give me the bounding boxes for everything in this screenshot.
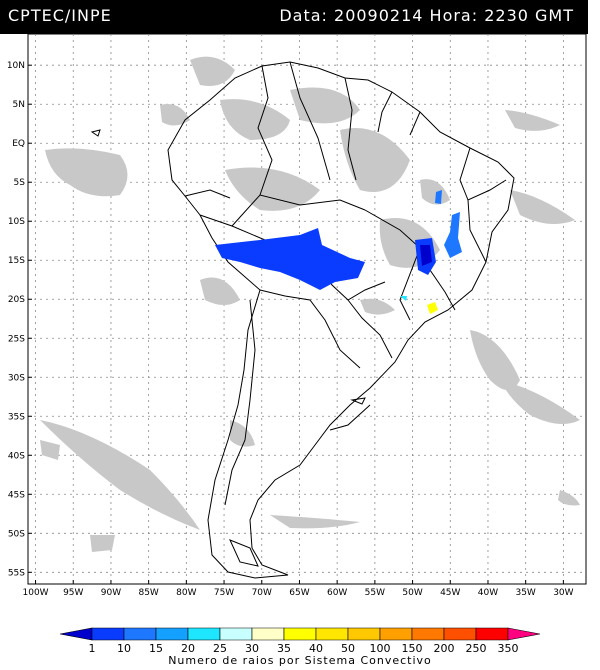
lon-label: 90W [101, 588, 121, 598]
lat-label: 30S [8, 373, 25, 383]
colorbar-label: 350 [498, 642, 519, 655]
lat-label: 35S [8, 412, 25, 422]
map-area [27, 33, 587, 585]
lon-label: 45W [440, 588, 460, 598]
lat-label: 50S [8, 529, 25, 539]
lat-label: 10N [7, 61, 25, 71]
colorbar-swatch [219, 627, 253, 641]
lon-label: 55W [365, 588, 385, 598]
colorbar-label: 40 [309, 642, 323, 655]
lat-label: 40S [8, 451, 25, 461]
lightning-cell [444, 212, 462, 258]
lightning-cell [400, 296, 407, 301]
colorbar: 1 10 15 20 25 30 35 40 50 100 150 200 250 350 Numero d… [59, 627, 541, 667]
colorbar-swatch [315, 627, 349, 641]
lat-label: 10S [8, 217, 25, 227]
lightning-cells-layer [215, 190, 462, 314]
colorbar-label: 1 [89, 642, 96, 655]
lightning-cell [215, 228, 365, 290]
colorbar-swatch [91, 627, 125, 641]
lon-label: 40W [478, 588, 498, 598]
colorbar-swatch [507, 627, 541, 641]
colorbar-label: 20 [181, 642, 195, 655]
lon-label: 30W [553, 588, 573, 598]
map-header: CPTEC/INPE Data: 20090214 Hora: 2230 GMT [0, 0, 588, 34]
lon-label: 50W [402, 588, 422, 598]
lat-label: 20S [8, 295, 25, 305]
lat-label: 5N [13, 100, 25, 110]
colorbar-label: 10 [117, 642, 131, 655]
colorbar-swatch [251, 627, 285, 641]
lat-label: 15S [8, 256, 25, 266]
colorbar-swatch [123, 627, 157, 641]
colorbar-label: 15 [149, 642, 163, 655]
lon-label: 65W [289, 588, 309, 598]
lat-label: 55S [8, 568, 25, 578]
agency-label: CPTEC/INPE [8, 6, 112, 25]
colorbar-swatch [379, 627, 413, 641]
lon-label: 85W [138, 588, 158, 598]
lon-label: 80W [176, 588, 196, 598]
date-time-label: Data: 20090214 Hora: 2230 GMT [279, 6, 574, 25]
colorbar-swatch [347, 627, 381, 641]
lat-label: 45S [8, 490, 25, 500]
colorbar-swatch [59, 627, 93, 641]
colorbar-label: 25 [213, 642, 227, 655]
colorbar-label: 30 [245, 642, 259, 655]
lon-label: 75W [214, 588, 234, 598]
lat-label: 25S [8, 334, 25, 344]
lon-label: 60W [327, 588, 347, 598]
lightning-cell [420, 245, 432, 266]
lightning-cell [427, 302, 438, 314]
colorbar-swatch [155, 627, 189, 641]
colorbar-swatch [283, 627, 317, 641]
colorbar-label: 50 [341, 642, 355, 655]
map-frame: 10N 5N EQ 5S 10S 15S 20S 25S 30S 35S 40S 45S 50S 55S 1… [7, 33, 587, 598]
lon-label: 100W [23, 588, 49, 598]
lon-label: 95W [63, 588, 83, 598]
colorbar-label: 250 [466, 642, 487, 655]
colorbar-swatch [475, 627, 509, 641]
colorbar-swatch [443, 627, 477, 641]
colorbar-label: 100 [370, 642, 391, 655]
lightning-cell [435, 190, 442, 204]
lat-label: EQ [12, 139, 25, 149]
colorbar-label: 200 [434, 642, 455, 655]
colorbar-swatch [411, 627, 445, 641]
lat-label: 5S [14, 178, 26, 188]
colorbar-swatch [187, 627, 221, 641]
lon-label: 35W [515, 588, 535, 598]
colorbar-label: 35 [277, 642, 291, 655]
colorbar-title: Numero de raios por Sistema Convectivo [168, 654, 432, 667]
lon-label: 70W [252, 588, 272, 598]
colorbar-label: 150 [402, 642, 423, 655]
